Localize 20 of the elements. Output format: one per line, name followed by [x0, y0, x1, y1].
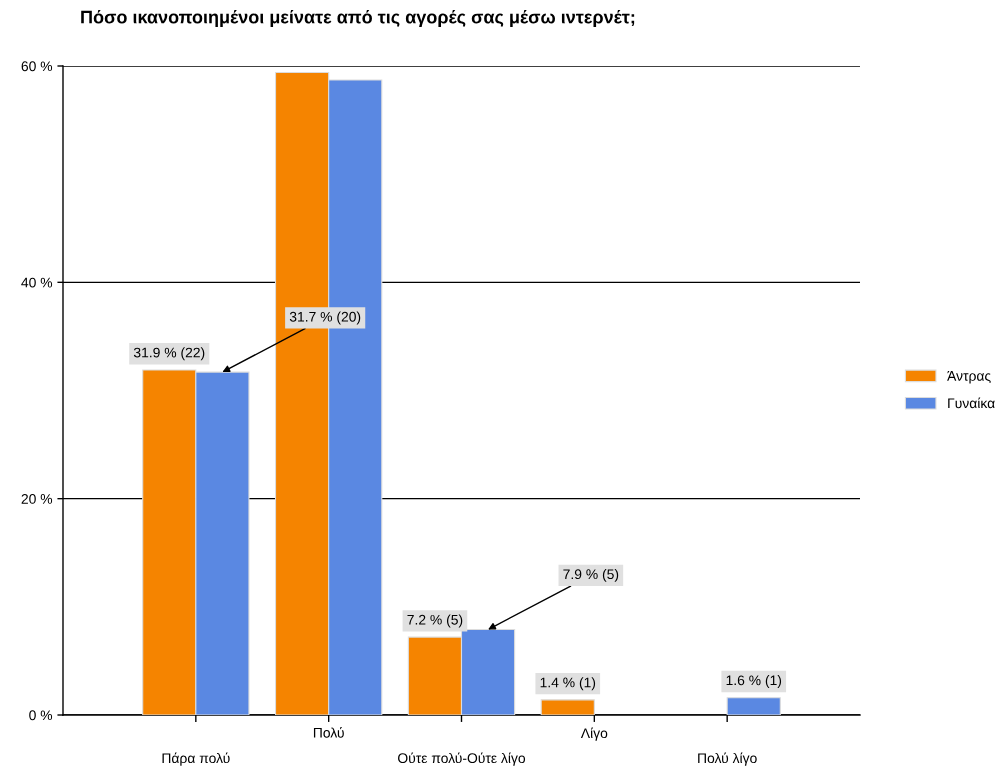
data-label: 7.2 % (5): [407, 614, 463, 628]
bar: [540, 699, 595, 715]
y-tick-label: 40 %: [21, 277, 53, 288]
x-tick-label: Πάρα πολύ: [162, 752, 230, 766]
legend-label: Γυναίκα: [948, 397, 995, 409]
data-label: 31.7 % (20): [289, 311, 361, 325]
y-tick-label: 20 %: [21, 494, 53, 504]
x-tick-label: Ούτε πολύ-Ούτε λίγο: [398, 752, 526, 766]
data-label: 31.9 % (22): [133, 347, 205, 361]
y-tick-label: 0 %: [29, 710, 53, 721]
legend-label: Άντρας: [947, 371, 991, 384]
data-label: 1.6 % (1): [726, 675, 782, 688]
x-tick-label: Πολύ: [313, 727, 344, 738]
y-tick-label: 60 %: [21, 61, 53, 72]
x-tick-label: Πολύ λίγο: [698, 752, 757, 766]
data-label: 1.4 % (1): [540, 677, 596, 691]
x-tick-label: Λίγο: [580, 727, 608, 741]
bar: [726, 697, 781, 715]
data-label: 7.9 % (5): [563, 568, 619, 582]
chart-title: Πόσο ικανοποιημένοι μείνατε από τις αγορές σας μέσω ιντερνέτ;: [81, 10, 635, 28]
